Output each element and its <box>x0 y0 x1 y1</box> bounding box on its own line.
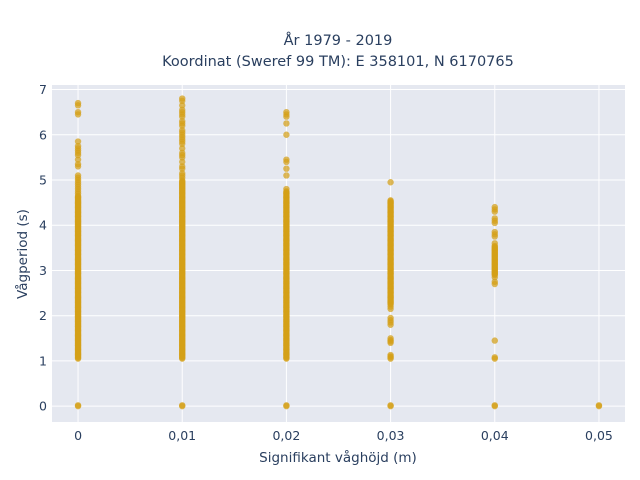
data-point <box>491 278 498 285</box>
data-point <box>74 172 82 179</box>
x-axis-ticks: 0 0,01 0,02 0,03 0,04 0,05 <box>74 428 613 443</box>
x-tick-label: 0,05 <box>585 428 613 443</box>
data-point <box>179 149 186 157</box>
data-point <box>283 172 290 179</box>
y-tick-label: 2 <box>39 308 47 323</box>
data-point <box>491 215 498 222</box>
data-point <box>283 156 290 163</box>
data-point <box>491 402 498 409</box>
data-point <box>283 120 290 127</box>
y-tick-label: 1 <box>39 353 47 368</box>
data-point <box>74 138 82 145</box>
data-point <box>387 197 394 204</box>
data-point <box>74 402 82 409</box>
data-point <box>74 108 82 116</box>
data-point <box>491 337 498 344</box>
data-point <box>283 165 290 172</box>
data-point <box>595 402 603 409</box>
data-point <box>74 142 82 150</box>
y-axis-ticks: 0 1 2 3 4 5 6 7 <box>39 82 47 414</box>
x-tick-label: 0,04 <box>481 428 509 443</box>
data-point <box>179 117 186 125</box>
y-tick-label: 4 <box>39 218 47 233</box>
data-point <box>283 402 290 409</box>
chart-subtitle: Koordinat (Sweref 99 TM): E 358101, N 61… <box>162 54 514 70</box>
data-point <box>491 228 498 236</box>
data-point <box>491 274 498 281</box>
data-point <box>74 99 82 107</box>
data-points <box>74 95 603 410</box>
data-point <box>283 185 290 193</box>
y-tick-label: 6 <box>39 127 47 142</box>
plot-area <box>52 85 625 422</box>
data-point <box>491 354 498 361</box>
data-point <box>179 106 186 114</box>
data-point <box>283 108 290 116</box>
data-point <box>74 160 82 168</box>
data-point <box>74 156 82 163</box>
data-point <box>283 131 290 138</box>
data-point <box>491 203 498 211</box>
data-point <box>387 314 394 322</box>
chart-title: År 1979 - 2019 <box>284 32 393 49</box>
data-point <box>179 145 186 152</box>
x-axis-title: Signifikant våghöjd (m) <box>259 449 417 466</box>
y-tick-label: 5 <box>39 172 47 187</box>
data-point <box>179 102 186 109</box>
x-tick-label: 0,03 <box>377 428 405 443</box>
data-point <box>387 402 394 409</box>
y-tick-label: 3 <box>39 263 47 278</box>
y-tick-label: 7 <box>39 82 47 97</box>
data-point <box>387 179 394 186</box>
data-point <box>179 163 186 170</box>
data-point <box>179 95 186 102</box>
data-point <box>387 351 394 359</box>
data-point <box>387 303 394 310</box>
data-point <box>179 158 186 166</box>
data-point <box>387 335 394 342</box>
y-tick-label: 0 <box>39 399 47 414</box>
x-tick-label: 0,01 <box>168 428 196 443</box>
data-point <box>491 240 498 247</box>
data-point <box>179 127 186 134</box>
x-tick-label: 0 <box>74 428 82 443</box>
data-point <box>179 170 186 177</box>
data-point <box>179 402 186 409</box>
y-axis-title: Vågperiod (s) <box>14 209 31 299</box>
x-tick-label: 0,02 <box>272 428 300 443</box>
